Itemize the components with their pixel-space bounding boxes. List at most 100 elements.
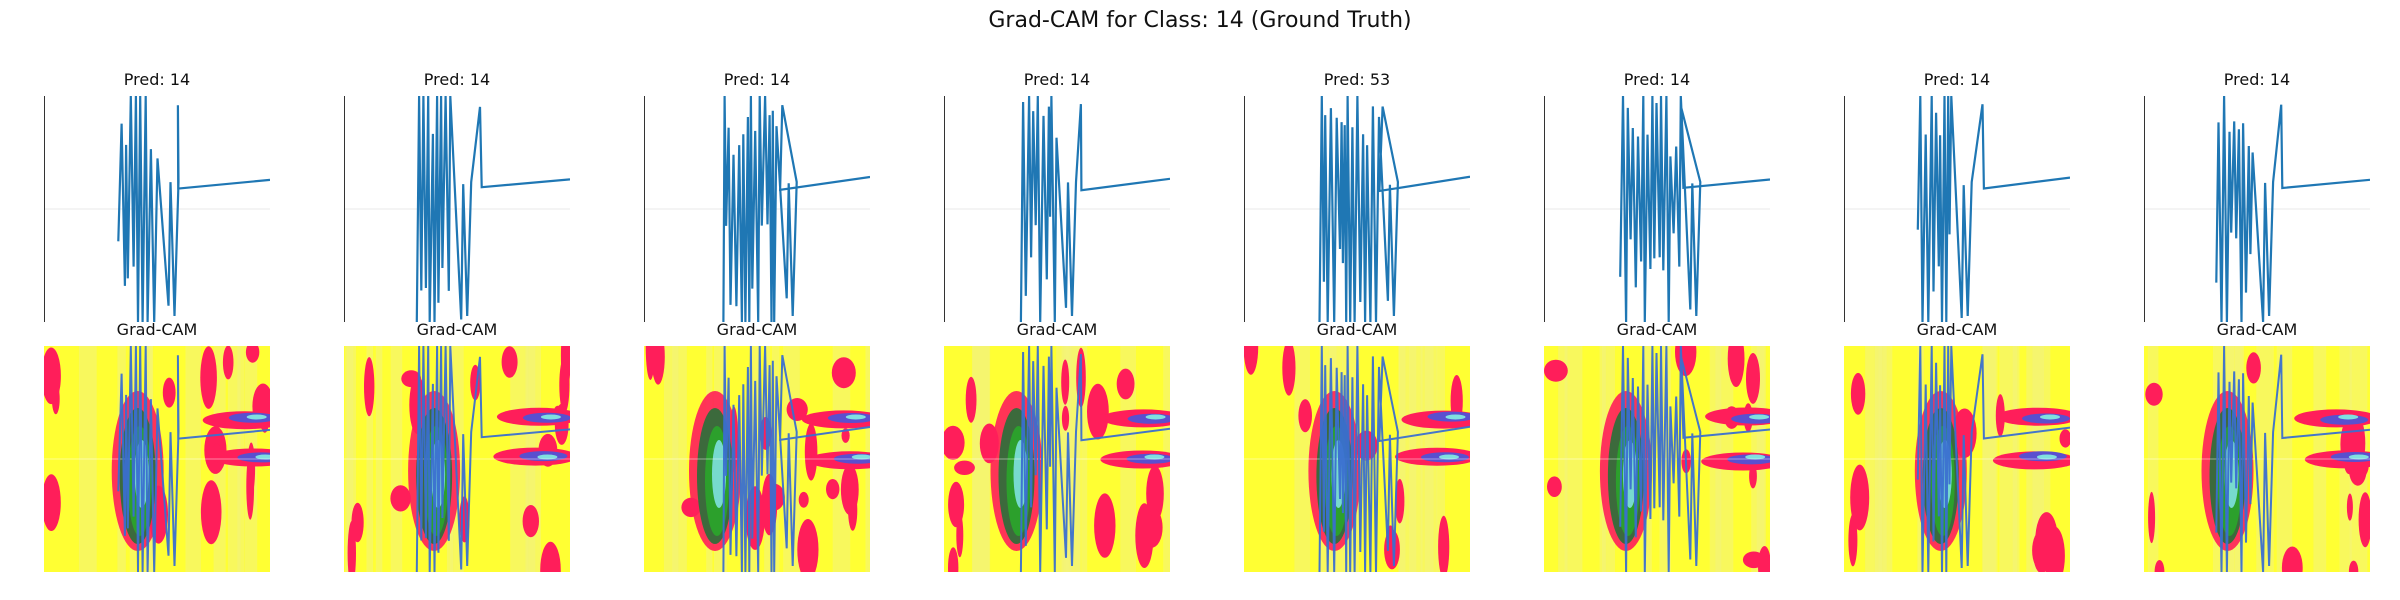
heatmap-hotspot <box>1544 359 1568 382</box>
heatmap-activation-peak <box>712 440 726 508</box>
heatmap-hotspot <box>222 346 234 380</box>
heatmap-hotspot <box>956 513 964 558</box>
heatmap-hotspot <box>965 376 977 423</box>
heatmap-streak-peak <box>1445 414 1466 420</box>
pred-title-4: Pred: 14 <box>1023 70 1091 89</box>
heatmap-hotspot <box>2346 493 2353 521</box>
signal-trace <box>1916 96 2070 322</box>
signal-trace <box>2215 96 2370 322</box>
heatmap-hotspot <box>1298 399 1312 433</box>
signal-trace <box>415 96 570 322</box>
gradcam-heatmap-3 <box>644 346 870 572</box>
heatmap-hotspot <box>804 423 818 481</box>
overlay-signal-trace <box>2215 346 2370 572</box>
gradcam-heatmap-7 <box>1844 346 2070 572</box>
gradcam-title-1: Grad-CAM <box>116 320 198 339</box>
gradcam-heatmap-1 <box>44 346 270 572</box>
pred-title-8: Pred: 14 <box>2223 70 2291 89</box>
signal-plot-2 <box>344 96 570 322</box>
gradcam-title-5: Grad-CAM <box>1316 320 1398 339</box>
signal-plot-6 <box>1544 96 1770 322</box>
heatmap-streak-peak <box>1144 454 1165 460</box>
heatmap-hotspot <box>831 357 856 389</box>
heatmap-hotspot <box>44 474 61 531</box>
overlay-signal-trace <box>1318 346 1470 572</box>
signal-plot-5 <box>1244 96 1470 322</box>
heatmap-hotspot <box>245 346 260 363</box>
heatmap-hotspot <box>1135 503 1154 568</box>
heatmap-hotspot <box>2358 492 2370 548</box>
heatmap-streak-peak <box>1749 414 1770 420</box>
heatmap-hotspot <box>2145 382 2163 406</box>
heatmap-hotspot <box>944 425 965 460</box>
gradcam-title-7: Grad-CAM <box>1916 320 1998 339</box>
heatmap-hotspot <box>1061 405 1070 431</box>
heatmap-streak-peak <box>540 414 561 420</box>
signal-plot-3 <box>644 96 870 322</box>
heatmap-hotspot <box>797 519 819 572</box>
pred-title-6: Pred: 14 <box>1623 70 1691 89</box>
heatmap-hotspot <box>200 346 217 409</box>
gradcam-title-8: Grad-CAM <box>2216 320 2298 339</box>
gradcam-title-2: Grad-CAM <box>416 320 498 339</box>
heatmap-hotspot <box>1850 372 1866 415</box>
heatmap-hotspot <box>351 502 364 543</box>
heatmap-hotspot <box>645 346 656 380</box>
gradcam-heatmap-6 <box>1544 346 1770 572</box>
pred-title-1: Pred: 14 <box>123 70 191 89</box>
heatmap-hotspot <box>200 480 222 545</box>
heatmap-hotspot <box>1850 464 1870 531</box>
heatmap-streak-peak <box>2040 414 2060 420</box>
heatmap-hotspot <box>826 479 840 500</box>
signal-plot-8 <box>2144 96 2370 322</box>
pred-title-5: Pred: 53 <box>1323 70 1391 89</box>
heatmap-hotspot <box>522 505 539 538</box>
signal-plot-1 <box>44 96 270 322</box>
heatmap-streak-peak <box>845 414 866 420</box>
overlay-signal-trace <box>1019 346 1170 572</box>
heatmap-streak-peak <box>255 454 270 460</box>
heatmap-hotspot <box>1727 346 1745 387</box>
heatmap-hotspot <box>2281 546 2303 572</box>
heatmap-streak-peak <box>246 414 267 420</box>
heatmap-hotspot <box>1438 515 1450 572</box>
heatmap-hotspot <box>2059 429 2070 448</box>
heatmap-hotspot <box>1094 493 1116 558</box>
heatmap-hotspot <box>2348 560 2359 572</box>
signal-trace <box>722 96 870 322</box>
overlay-signal-trace <box>722 346 870 572</box>
heatmap-hotspot <box>51 383 60 415</box>
heatmap-streak-peak <box>1439 454 1459 460</box>
heatmap-hotspot <box>501 346 518 378</box>
heatmap-hotspot <box>1116 368 1135 400</box>
overlay-signal-trace <box>415 346 570 572</box>
heatmap-streak-peak <box>2348 454 2369 460</box>
heatmap-hotspot <box>1547 476 1562 497</box>
heatmap-hotspot <box>1087 383 1109 440</box>
heatmap-streak-peak <box>2338 414 2359 420</box>
heatmap-hotspot <box>2148 491 2156 544</box>
heatmap-hotspot <box>540 541 561 572</box>
pred-title-2: Pred: 14 <box>423 70 491 89</box>
overlay-signal-trace <box>1916 346 2070 572</box>
gradcam-heatmap-8 <box>2144 346 2370 572</box>
gradcam-title-6: Grad-CAM <box>1616 320 1698 339</box>
signal-plot-4 <box>944 96 1170 322</box>
heatmap-hotspot <box>162 377 176 408</box>
heatmap-hotspot <box>2246 352 2261 384</box>
heatmap-hotspot <box>364 357 375 417</box>
heatmap-streak-peak <box>851 454 870 460</box>
heatmap-streak-peak <box>1745 454 1766 460</box>
heatmap-streak-peak <box>537 454 558 460</box>
heatmap-hotspot <box>1746 353 1760 404</box>
signal-trace <box>1619 96 1770 322</box>
gradcam-heatmap-2 <box>344 346 570 572</box>
signal-trace <box>1318 96 1470 322</box>
signal-plot-7 <box>1844 96 2070 322</box>
heatmap-hotspot <box>1758 546 1770 572</box>
overlay-signal-trace <box>117 346 270 572</box>
heatmap-hotspot <box>848 489 858 531</box>
heatmap-hotspot <box>1848 514 1858 567</box>
heatmap-hotspot <box>841 428 850 443</box>
gradcam-heatmap-4 <box>944 346 1170 572</box>
